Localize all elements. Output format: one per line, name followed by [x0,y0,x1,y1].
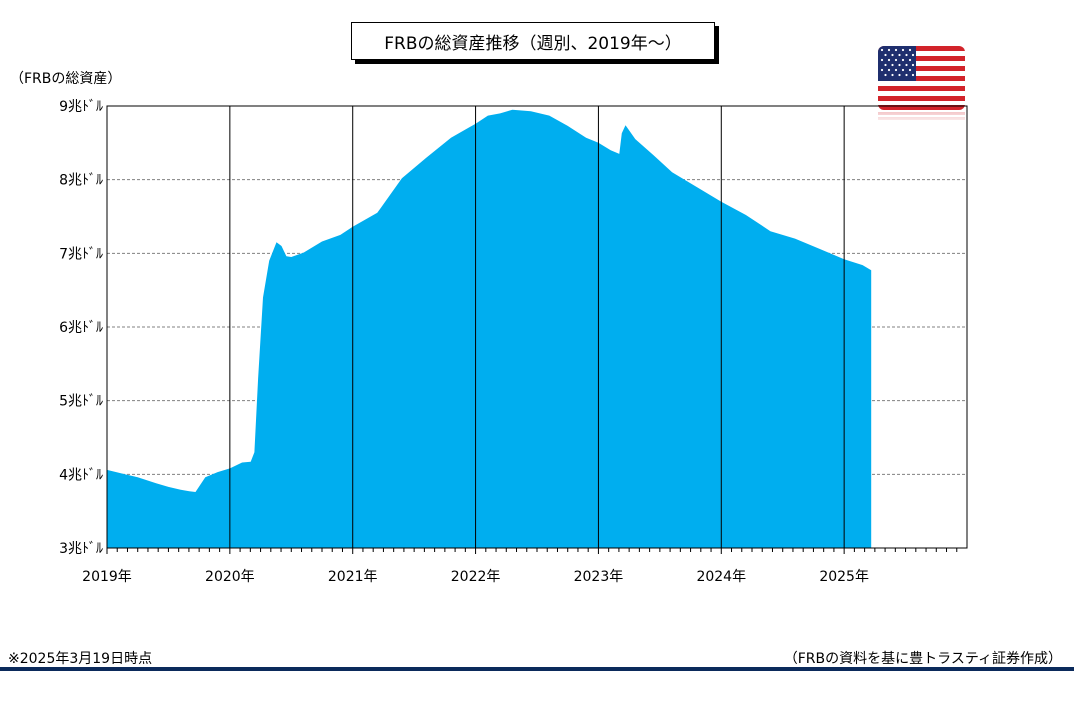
y-tick-label: 9兆ﾄﾞﾙ [59,99,103,115]
y-tick-label: 6兆ﾄﾞﾙ [59,320,103,336]
bottom-rule [0,667,1074,671]
x-tick-label: 2022年 [451,569,501,585]
us-flag-icon [878,46,965,126]
x-tick-label: 2023年 [574,569,624,585]
tick-label-layer: 9兆ﾄﾞﾙ 8兆ﾄﾞﾙ 7兆ﾄﾞﾙ 6兆ﾄﾞﾙ 5兆ﾄﾞﾙ 4兆ﾄﾞﾙ 3兆ﾄﾞﾙ 2019年… [59,99,869,585]
y-tick-label: 3兆ﾄﾞﾙ [59,541,103,557]
chart-title: FRBの総資産推移（週別、2019年～） [351,22,715,60]
y-axis-label: （FRBの総資産） [10,71,122,87]
y-tick-label: 7兆ﾄﾞﾙ [59,246,103,262]
assets-area-chart: 9兆ﾄﾞﾙ 8兆ﾄﾞﾙ 7兆ﾄﾞﾙ 6兆ﾄﾞﾙ 5兆ﾄﾞﾙ 4兆ﾄﾞﾙ 3兆ﾄﾞﾙ 2019年… [59,99,968,585]
y-tick-label: 5兆ﾄﾞﾙ [59,394,103,410]
area-layer [107,109,872,548]
y-tick-label: 8兆ﾄﾞﾙ [59,173,103,189]
x-tick-label: 2021年 [328,569,378,585]
x-tick-label: 2024年 [696,569,746,585]
x-tick-label: 2025年 [819,569,869,585]
axis-layer [106,105,968,554]
x-tick-label: 2020年 [205,569,255,585]
source-note: （FRBの資料を基に豊トラスティ証券作成） [783,651,1062,667]
footnote: ※2025年3月19日時点 [8,651,153,667]
y-tick-label: 4兆ﾄﾞﾙ [59,467,103,483]
x-tick-label: 2019年 [82,569,132,585]
total-assets-area [107,109,872,548]
